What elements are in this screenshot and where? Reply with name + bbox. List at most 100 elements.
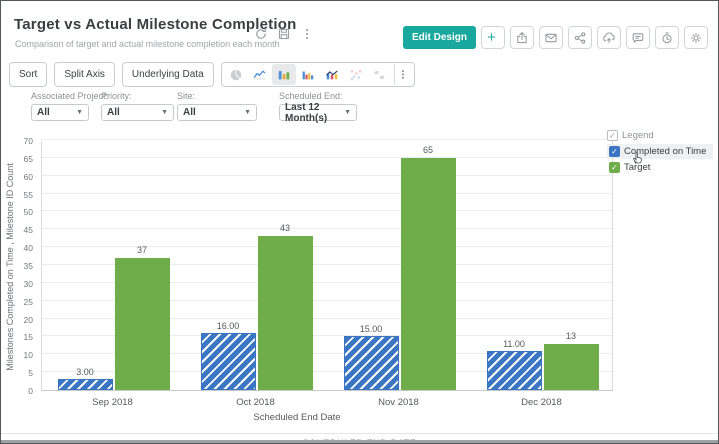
legend-item-target[interactable]: ✓ Target — [607, 160, 713, 175]
gridline — [42, 228, 612, 230]
kebab-menu-icon[interactable] — [300, 27, 314, 41]
mail-icon — [545, 33, 557, 42]
mail-button[interactable] — [539, 26, 563, 49]
filter-label: Scheduled End: — [279, 91, 343, 101]
share-button[interactable] — [568, 26, 592, 49]
legend-checkbox-icon[interactable]: ✓ — [607, 130, 618, 141]
legend: ✓ Legend ✓ Completed on Time ✓ Target — [607, 130, 713, 176]
legend-toggle[interactable]: ✓ Legend — [607, 130, 713, 141]
y-tick-label: 50 — [23, 207, 33, 218]
y-tick-label: 25 — [23, 296, 33, 307]
pie-chart-icon[interactable] — [224, 64, 248, 85]
y-tick-label: 70 — [23, 136, 33, 146]
grouped-bar-chart-icon[interactable] — [296, 64, 320, 85]
bar-target[interactable]: 43 — [257, 223, 313, 390]
legend-checkbox-icon[interactable]: ✓ — [609, 146, 620, 157]
gridline — [42, 281, 612, 283]
bar-target[interactable]: 13 — [543, 331, 599, 390]
export-button[interactable] — [510, 26, 534, 49]
chevron-down-icon: ▼ — [161, 109, 168, 116]
legend-item-label: Target — [624, 162, 651, 173]
export-icon — [517, 31, 527, 43]
bar-group: 15.00 65 — [343, 145, 457, 390]
timer-button[interactable] — [655, 26, 679, 49]
mouse-cursor-icon — [633, 152, 642, 164]
window-bottom-border — [1, 440, 718, 443]
page-subtitle: Comparison of target and actual mileston… — [15, 39, 280, 49]
line-chart-icon[interactable] — [248, 64, 272, 85]
y-tick-label: 10 — [23, 350, 33, 361]
bar-group: 11.00 13 — [486, 331, 600, 390]
data-label: 11.00 — [503, 338, 525, 349]
y-tick-label: 15 — [23, 332, 33, 343]
cloud-upload-button[interactable] — [597, 26, 621, 49]
sort-button[interactable]: Sort — [9, 62, 48, 87]
timer-icon — [662, 31, 672, 43]
comment-icon — [632, 32, 644, 43]
split-axis-button[interactable]: Split Axis — [54, 62, 115, 87]
bar-completed-on-time[interactable]: 3.00 — [57, 367, 113, 390]
filter-site: Site: All ▼ — [177, 91, 277, 121]
legend-item-completed-on-time[interactable]: ✓ Completed on Time — [607, 144, 713, 159]
filter-label: Associated Project: — [31, 91, 109, 101]
bar-group: 16.00 43 — [200, 223, 314, 390]
data-label: 13 — [565, 330, 576, 341]
gridline — [42, 264, 612, 265]
filter-priority: Priority: All ▼ — [101, 91, 201, 121]
legend-item-label: Completed on Time — [624, 146, 707, 157]
comment-button[interactable] — [626, 26, 650, 49]
bar-target[interactable]: 37 — [114, 245, 170, 390]
y-tick-label: 0 — [28, 386, 33, 396]
associated-project-dropdown[interactable]: All ▼ — [31, 104, 89, 121]
y-tick-label: 65 — [23, 153, 33, 164]
map-chart-icon[interactable] — [368, 64, 392, 85]
data-label: 37 — [136, 244, 147, 255]
data-label: 3.00 — [76, 367, 94, 378]
save-icon[interactable] — [277, 27, 291, 41]
filter-label: Priority: — [101, 91, 132, 101]
more-options-icon[interactable] — [393, 64, 412, 85]
bar-completed-on-time[interactable]: 16.00 — [200, 321, 256, 390]
x-category-label: Nov 2018 — [378, 397, 419, 408]
bar-group: 3.00 37 — [57, 245, 171, 390]
site-dropdown[interactable]: All ▼ — [177, 104, 257, 121]
data-label: 16.00 — [216, 320, 240, 331]
gridline — [42, 299, 612, 301]
bar-completed-on-time[interactable]: 11.00 — [486, 339, 542, 390]
bar-chart-icon[interactable] — [271, 64, 296, 85]
plot-area: 3.00 37 16.00 43 15.00 65 11.00 13 — [41, 139, 613, 391]
bar-completed-on-time[interactable]: 15.00 — [343, 324, 399, 390]
gridline — [42, 371, 612, 373]
y-tick-label: 45 — [23, 225, 33, 236]
y-tick-label: 5 — [28, 368, 33, 379]
legend-checkbox-icon[interactable]: ✓ — [609, 162, 620, 173]
filter-associated-project: Associated Project: All ▼ — [31, 91, 131, 121]
scatter-chart-icon[interactable] — [344, 64, 368, 85]
chart-type-switcher — [220, 62, 415, 87]
settings-button[interactable] — [684, 26, 708, 49]
gridline — [42, 192, 612, 194]
bar-target[interactable]: 65 — [400, 145, 456, 390]
gridline — [42, 174, 612, 176]
scheduled-end-dropdown[interactable]: Last 12 Month(s) ▼ — [279, 102, 357, 124]
gridline — [42, 246, 612, 248]
underlying-data-button[interactable]: Underlying Data — [121, 62, 214, 87]
y-tick-label: 40 — [23, 243, 33, 254]
filter-scheduled-end: Scheduled End: Last 12 Month(s) ▼ — [279, 91, 379, 124]
y-tick-label: 35 — [23, 261, 33, 271]
combo-chart-icon[interactable] — [320, 64, 344, 85]
chevron-down-icon: ▼ — [244, 109, 251, 116]
y-tick-label: 20 — [23, 314, 33, 325]
data-label: 43 — [279, 223, 290, 234]
gridline — [42, 335, 612, 337]
cloud-upload-icon — [603, 32, 615, 43]
refresh-icon[interactable] — [254, 27, 268, 41]
add-card-button[interactable]: + — [481, 26, 505, 49]
x-category-label: Sep 2018 — [92, 397, 133, 408]
edit-design-button[interactable]: Edit Design — [402, 26, 476, 49]
y-tick-label: 30 — [23, 278, 33, 289]
priority-dropdown[interactable]: All ▼ — [101, 104, 174, 121]
y-tick-label: 60 — [23, 171, 33, 182]
chevron-down-icon: ▼ — [344, 109, 351, 116]
